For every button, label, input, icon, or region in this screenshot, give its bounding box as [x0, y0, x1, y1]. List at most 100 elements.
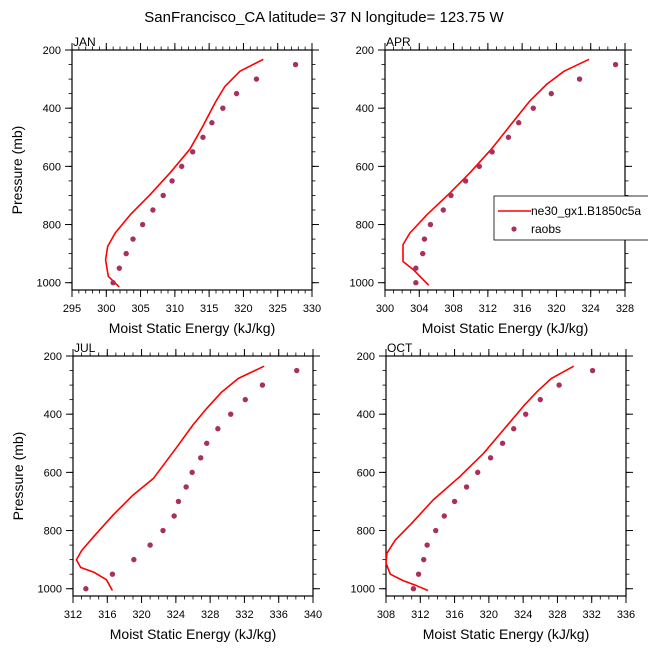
- data-point-raobs: [175, 498, 182, 505]
- data-point-raobs: [139, 221, 146, 228]
- data-point-raobs: [424, 542, 430, 548]
- x-tick-label: 336: [617, 609, 635, 621]
- data-point-raobs: [589, 367, 596, 374]
- data-point-raobs: [505, 134, 512, 140]
- x-tick-label: 328: [616, 303, 634, 315]
- data-point-raobs: [179, 163, 185, 170]
- panels: JAN 295 300 305 310 315 320 325 330 200 400 600 800 1…: [9, 35, 635, 642]
- data-point-raobs: [612, 61, 619, 68]
- x-tick-label: 315: [200, 303, 218, 315]
- x-tick-label: 324: [582, 303, 600, 315]
- y-tick-label: 400: [44, 409, 62, 421]
- y-tick-label: 1000: [350, 278, 374, 290]
- legend: ne30_gx1.B1850c5a raobs: [493, 195, 648, 241]
- data-point-raobs: [476, 163, 482, 170]
- panel-jan: JAN 295 300 305 310 315 320 325 330 200 400 600 800 1…: [9, 35, 321, 336]
- legend-label-model: ne30_gx1.B1850c5a: [531, 204, 641, 218]
- x-tick-label: 324: [167, 609, 185, 621]
- data-point-raobs: [116, 265, 123, 271]
- x-tick-label: 332: [235, 609, 253, 621]
- y-tick-label: 200: [357, 351, 375, 363]
- x-tick-label: 340: [304, 609, 322, 621]
- x-tick-label: 316: [513, 303, 531, 315]
- series-line-model: [104, 58, 264, 288]
- data-point-raobs: [475, 469, 481, 476]
- x-tick-label: 320: [132, 609, 150, 621]
- data-point-raobs: [215, 426, 221, 432]
- x-tick-label: 325: [269, 303, 287, 315]
- data-point-raobs: [415, 571, 422, 577]
- x-axis-title: Moist Static Energy (kJ/kg): [110, 626, 277, 642]
- x-tick-label: 300: [376, 303, 394, 315]
- data-point-raobs: [160, 192, 166, 199]
- y-tick-label: 400: [357, 409, 375, 421]
- data-point-raobs: [511, 426, 517, 432]
- series-line-model: [385, 365, 575, 592]
- legend-label-raobs: raobs: [531, 222, 561, 236]
- data-point-raobs: [169, 178, 175, 184]
- data-point-raobs: [259, 382, 266, 388]
- x-tick-label: 312: [64, 609, 82, 621]
- x-tick-label: 295: [63, 303, 81, 315]
- data-point-raobs: [228, 411, 234, 417]
- plot-frame: [71, 49, 313, 291]
- data-point-raobs: [451, 498, 458, 505]
- data-point-raobs: [189, 469, 195, 476]
- data-point-raobs: [427, 221, 434, 228]
- x-tick-label: 324: [514, 609, 532, 621]
- data-point-raobs: [253, 76, 260, 82]
- data-point-raobs: [556, 382, 562, 388]
- x-tick-label: 310: [166, 303, 184, 315]
- data-point-raobs: [171, 513, 177, 519]
- data-point-raobs: [413, 265, 419, 271]
- data-point-raobs: [440, 207, 446, 213]
- x-tick-label: 300: [97, 303, 115, 315]
- data-point-raobs: [109, 571, 116, 577]
- y-axis-title: Pressure (mb): [10, 432, 26, 521]
- data-point-raobs: [576, 76, 583, 82]
- figure-title: SanFrancisco_CA latitude= 37 N longitude…: [144, 9, 504, 26]
- y-tick-label: 200: [44, 351, 62, 363]
- data-point-raobs: [487, 455, 494, 461]
- data-point-raobs: [130, 236, 136, 242]
- data-point-raobs: [413, 280, 419, 286]
- data-point-raobs: [489, 149, 495, 155]
- data-point-raobs: [200, 134, 206, 140]
- data-point-raobs: [189, 149, 196, 155]
- x-tick-label: 308: [377, 609, 395, 621]
- x-tick-label: 305: [131, 303, 149, 315]
- y-tick-label: 200: [43, 45, 61, 57]
- y-tick-label: 1000: [351, 584, 375, 596]
- x-tick-label: 328: [548, 609, 566, 621]
- data-point-raobs: [233, 90, 240, 97]
- data-point-raobs: [150, 207, 156, 213]
- series-line-model: [402, 58, 590, 286]
- data-point-raobs: [516, 120, 522, 126]
- data-point-raobs: [441, 513, 447, 519]
- data-point-raobs: [183, 484, 189, 490]
- panel-label: APR: [386, 35, 411, 49]
- y-tick-label: 800: [357, 526, 375, 538]
- x-axis-title: Moist Static Energy (kJ/kg): [422, 320, 589, 336]
- data-point-raobs: [448, 192, 454, 199]
- data-point-raobs: [420, 250, 426, 257]
- data-point-raobs: [421, 236, 428, 242]
- data-point-raobs: [83, 586, 89, 592]
- plot-frame: [72, 355, 314, 597]
- x-axis-title: Moist Static Energy (kJ/kg): [423, 626, 590, 642]
- data-point-raobs: [160, 527, 166, 534]
- panel-label: JUL: [74, 341, 96, 355]
- y-axis-title: Pressure (mb): [9, 126, 25, 215]
- y-tick-label: 800: [356, 220, 374, 232]
- y-tick-label: 600: [356, 161, 374, 173]
- data-point-raobs: [147, 542, 153, 548]
- data-point-raobs: [523, 411, 529, 417]
- data-point-raobs: [220, 105, 226, 111]
- data-point-raobs: [433, 527, 439, 534]
- panel-jul: JUL 312 316 320 324 328 332 336 340 200 400 600 800 1…: [10, 341, 322, 642]
- data-point-raobs: [421, 556, 427, 563]
- panel-label: OCT: [387, 341, 413, 355]
- series-line-model: [75, 365, 265, 591]
- y-tick-label: 600: [43, 161, 61, 173]
